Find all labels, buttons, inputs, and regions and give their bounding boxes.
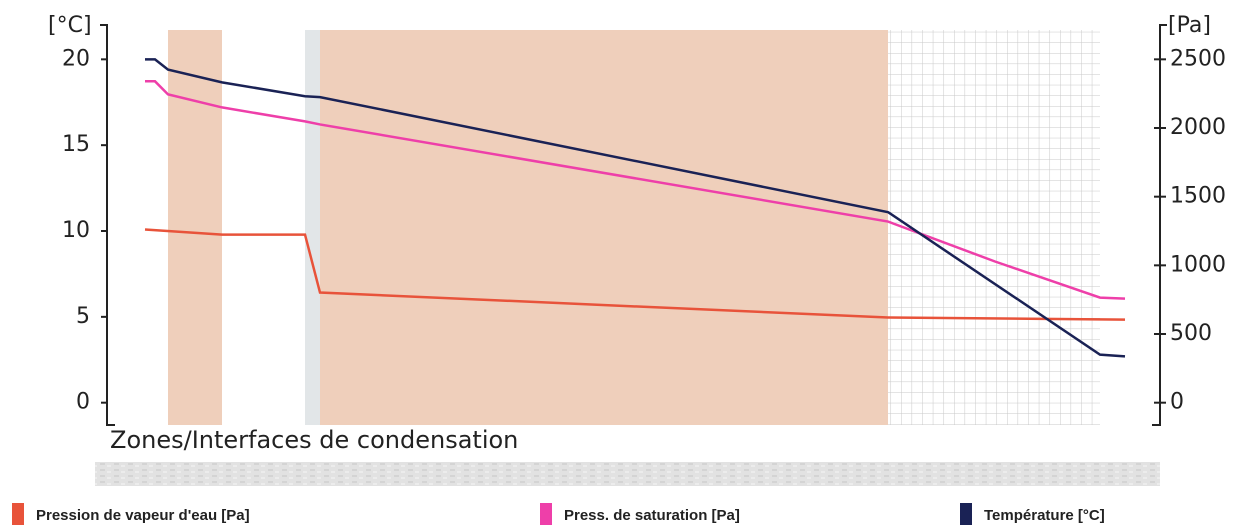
y-tick-label: 5 bbox=[76, 304, 90, 329]
y2-axis-label: [Pa] bbox=[1168, 13, 1211, 38]
legend-label: Température [°C] bbox=[984, 507, 1105, 524]
y2-axis bbox=[1152, 24, 1167, 426]
legend-label: Press. de saturation [Pa] bbox=[564, 507, 740, 524]
y2-tick-label: 500 bbox=[1170, 321, 1212, 346]
layer bbox=[168, 30, 222, 425]
series-line bbox=[145, 80, 1126, 300]
y-tick-label: 20 bbox=[62, 46, 90, 71]
y-tick-label: 0 bbox=[76, 390, 90, 415]
y2-tick-label: 2000 bbox=[1170, 115, 1226, 140]
y-tick-label: 15 bbox=[62, 132, 90, 157]
y2-tick-label: 0 bbox=[1170, 390, 1184, 415]
condensation-bar bbox=[95, 462, 1160, 486]
layer-zones bbox=[168, 30, 1100, 425]
y-axis-label: [°C] bbox=[48, 13, 92, 38]
legend-swatch bbox=[12, 503, 24, 525]
layer bbox=[888, 30, 1100, 425]
layer bbox=[305, 30, 320, 425]
y-tick-label: 10 bbox=[62, 218, 90, 243]
legend-swatch bbox=[960, 503, 972, 525]
series-line bbox=[145, 58, 1126, 358]
y2-tick-label: 1000 bbox=[1170, 252, 1226, 277]
y2-tick-label: 2500 bbox=[1170, 46, 1226, 71]
legend-label: Pression de vapeur d'eau [Pa] bbox=[36, 507, 250, 524]
legend-swatch bbox=[540, 503, 552, 525]
series-line bbox=[144, 228, 1126, 321]
layer bbox=[320, 30, 888, 425]
y2-tick-label: 1500 bbox=[1170, 184, 1226, 209]
zone-label: Zones/Interfaces de condensation bbox=[110, 426, 518, 454]
y-axis bbox=[100, 24, 115, 426]
